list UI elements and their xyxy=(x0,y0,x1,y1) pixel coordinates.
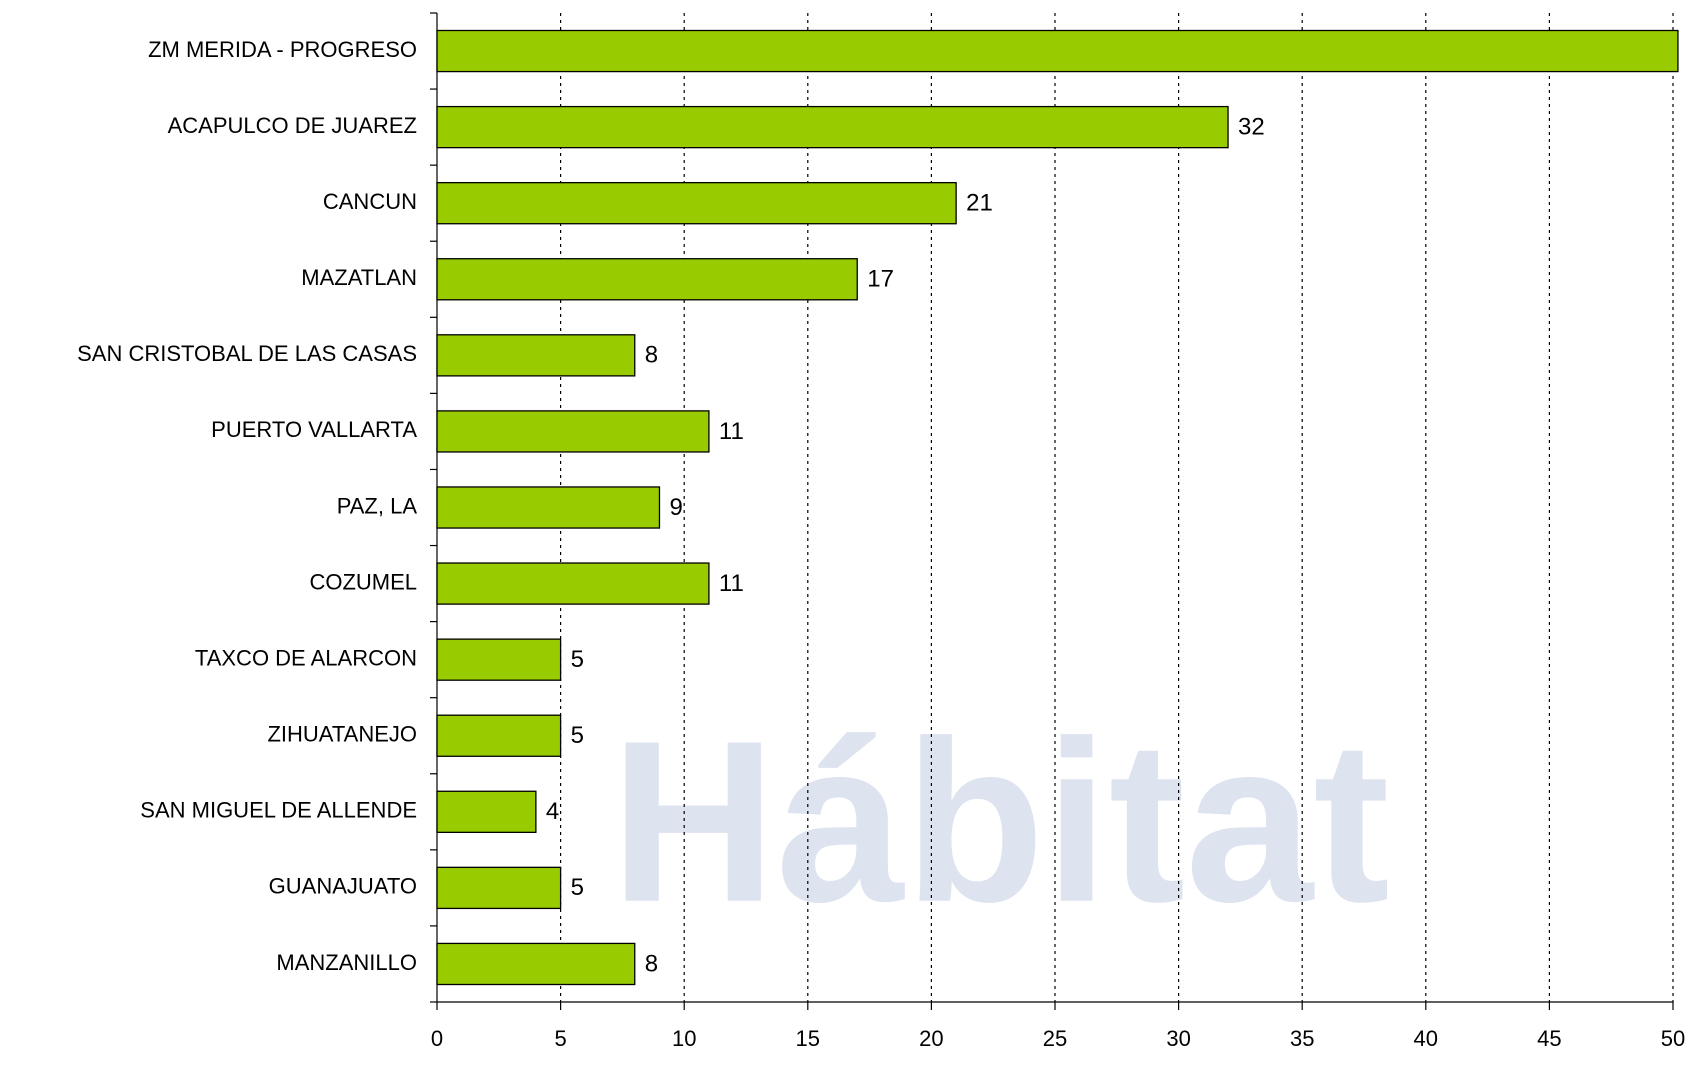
x-tick-label: 20 xyxy=(919,1026,943,1051)
data-label: 11 xyxy=(719,570,744,597)
data-label: 17 xyxy=(867,266,894,293)
bar xyxy=(436,334,636,377)
y-tick-label: MAZATLAN xyxy=(301,265,417,290)
bar xyxy=(436,29,1679,73)
bar xyxy=(436,486,661,529)
bar xyxy=(436,105,1229,149)
y-tick-label: PUERTO VALLARTA xyxy=(211,417,417,442)
x-tick-label: 25 xyxy=(1043,1026,1067,1051)
bar xyxy=(436,942,636,986)
y-tick-label: SAN MIGUEL DE ALLENDE xyxy=(140,798,417,823)
y-tick-label: COZUMEL xyxy=(309,569,417,594)
y-tick-label: PAZ, LA xyxy=(337,493,418,518)
x-tick-label: 40 xyxy=(1414,1026,1438,1051)
y-tick-label: SAN CRISTOBAL DE LAS CASAS xyxy=(77,341,417,366)
y-tick-label: ACAPULCO DE JUAREZ xyxy=(168,113,417,138)
bar xyxy=(436,866,562,910)
data-label: 9 xyxy=(669,494,682,521)
data-label: 5 xyxy=(571,874,584,901)
bar xyxy=(436,790,537,833)
data-label: 11 xyxy=(719,418,744,445)
data-label: 32 xyxy=(1238,113,1265,140)
data-label: 8 xyxy=(645,342,658,369)
x-tick-label: 50 xyxy=(1661,1026,1685,1051)
x-tick-label: 30 xyxy=(1166,1026,1190,1051)
x-tick-label: 45 xyxy=(1537,1026,1561,1051)
watermark: Hábitat xyxy=(610,693,1390,950)
x-tick-label: 10 xyxy=(672,1026,696,1051)
bar xyxy=(436,258,858,301)
data-label: 8 xyxy=(645,950,658,977)
data-label: 5 xyxy=(571,646,584,673)
x-tick-label: 15 xyxy=(796,1026,820,1051)
bar xyxy=(436,638,562,681)
x-tick-label: 5 xyxy=(554,1026,566,1051)
x-tick-label: 0 xyxy=(431,1026,443,1051)
y-tick-label: TAXCO DE ALARCON xyxy=(195,645,417,670)
y-tick-label: MANZANILLO xyxy=(276,950,417,975)
bar xyxy=(436,714,562,757)
x-tick-label: 35 xyxy=(1290,1026,1314,1051)
y-tick-label: ZIHUATANEJO xyxy=(267,722,417,747)
bar xyxy=(436,182,957,225)
bar xyxy=(436,410,710,453)
y-tick-label: ZM MERIDA - PROGRESO xyxy=(148,37,417,62)
bar xyxy=(436,562,710,605)
data-label: 5 xyxy=(571,722,584,749)
y-tick-label: CANCUN xyxy=(323,189,417,214)
y-tick-label: GUANAJUATO xyxy=(269,874,417,899)
data-label: 4 xyxy=(546,798,559,825)
data-label: 21 xyxy=(966,190,993,217)
